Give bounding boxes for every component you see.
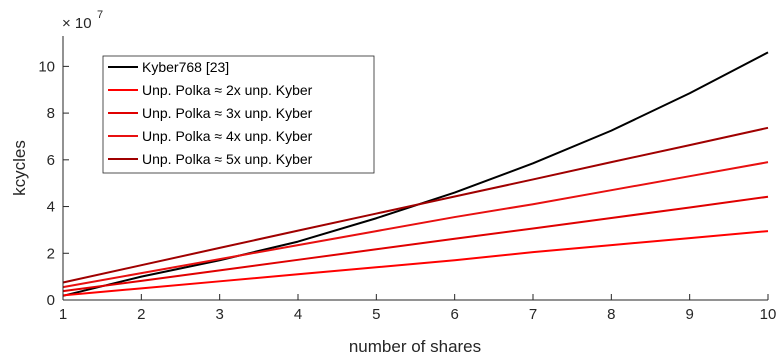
y-tick-label: 4 — [47, 199, 55, 216]
x-tick-label: 6 — [450, 306, 458, 323]
series-line-5 — [62, 126, 769, 284]
x-axis-ticks: 1 2 3 4 5 6 7 8 9 10 — [59, 294, 777, 323]
x-tick-label: 8 — [607, 306, 615, 323]
x-tick-label: 4 — [294, 306, 302, 323]
y-axis-label: kcycles — [10, 140, 29, 196]
y-tick-label: 10 — [38, 58, 55, 75]
legend-label: Kyber768 [23] — [142, 59, 229, 75]
x-tick-label: 1 — [59, 306, 67, 323]
legend-label: Unp. Polka ≈ 5x unp. Kyber — [142, 151, 313, 167]
series-line-3 — [62, 195, 769, 293]
x-tick-label: 9 — [685, 306, 693, 323]
series-line-4 — [62, 161, 769, 289]
y-tick-label: 0 — [47, 292, 55, 309]
series-line-2 — [62, 230, 769, 297]
series-lines — [62, 51, 769, 297]
y-tick-label: 6 — [47, 152, 55, 169]
x-axis-label: number of shares — [349, 337, 481, 356]
exponent-base: × 10 — [62, 15, 92, 32]
legend-label: Unp. Polka ≈ 3x unp. Kyber — [142, 105, 313, 121]
legend: Kyber768 [23] Unp. Polka ≈ 2x unp. Kyber U… — [102, 55, 375, 174]
x-tick-label: 3 — [215, 306, 223, 323]
y-axis-exponent: × 10 7 — [62, 9, 103, 32]
y-tick-label: 2 — [47, 245, 55, 262]
x-tick-label: 2 — [137, 306, 145, 323]
x-tick-label: 5 — [372, 306, 380, 323]
legend-box — [102, 55, 375, 174]
x-tick-label: 10 — [760, 306, 777, 323]
legend-label: Unp. Polka ≈ 2x unp. Kyber — [142, 82, 313, 98]
exponent-power: 7 — [97, 9, 103, 21]
x-tick-label: 7 — [529, 306, 537, 323]
y-tick-label: 8 — [47, 105, 55, 122]
legend-label: Unp. Polka ≈ 4x unp. Kyber — [142, 128, 313, 144]
y-axis-ticks: 0 2 4 6 8 10 — [38, 58, 69, 309]
